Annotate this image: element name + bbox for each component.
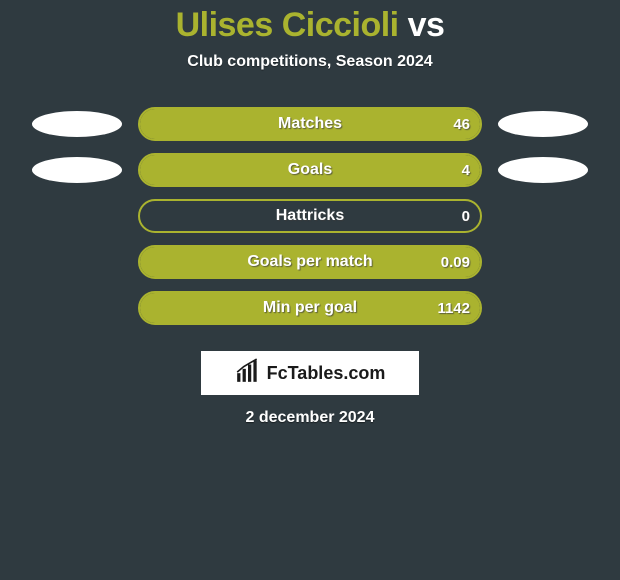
oval-right [498,111,588,137]
player-name: Ulises Ciccioli [176,6,399,44]
stat-value: 46 [453,116,470,133]
stat-row: Hattricks 0 [0,193,620,239]
stat-label: Min per goal [263,299,357,317]
stat-bar: Hattricks 0 [138,199,482,233]
chart-icon [235,358,261,389]
stat-label: Goals per match [247,253,372,271]
stat-value: 0 [462,208,470,225]
stat-label: Matches [278,115,342,133]
stat-value: 4 [462,162,470,179]
stats-container: Matches 46 Goals 4 Hattricks 0 Goals per match… [0,101,620,331]
logo-box: FcTables.com [201,351,419,395]
subtitle: Club competitions, Season 2024 [0,53,620,71]
stat-label: Hattricks [276,207,344,225]
oval-right [498,157,588,183]
logo-text: FcTables.com [267,363,386,384]
stat-label: Goals [288,161,332,179]
stat-row: Goals 4 [0,147,620,193]
date-text: 2 december 2024 [0,409,620,427]
vs-label: vs [408,6,445,44]
stat-bar: Min per goal 1142 [138,291,482,325]
stat-bar: Goals per match 0.09 [138,245,482,279]
stat-bar: Goals 4 [138,153,482,187]
stat-value: 0.09 [441,254,470,271]
stat-value: 1142 [437,300,470,317]
oval-left [32,111,122,137]
stat-bar: Matches 46 [138,107,482,141]
stat-row: Matches 46 [0,101,620,147]
stat-row: Min per goal 1142 [0,285,620,331]
page-title: Ulises Ciccioli vs [0,6,620,45]
oval-left [32,157,122,183]
stat-row: Goals per match 0.09 [0,239,620,285]
